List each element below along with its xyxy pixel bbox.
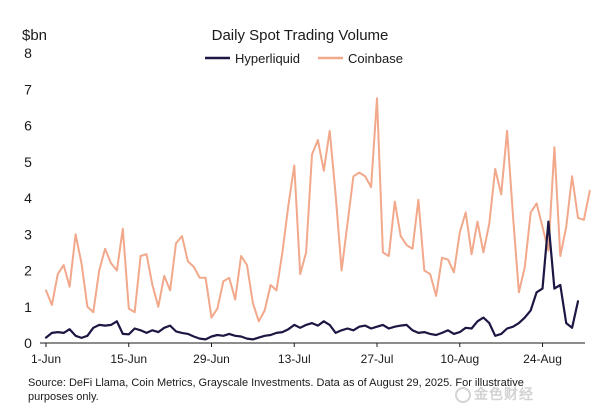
legend-label: Hyperliquid	[235, 51, 300, 66]
series-coinbase	[45, 97, 591, 323]
y-tick-label: 7	[24, 81, 32, 97]
x-tick-label: 27-Jul	[361, 352, 394, 366]
source-note: Source: DeFi Llama, Coin Metrics, Graysc…	[28, 377, 524, 403]
chart-title: Daily Spot Trading Volume	[212, 27, 389, 44]
watermark-logo-icon	[455, 387, 471, 403]
y-tick-label: 8	[24, 45, 32, 61]
y-tick-label: 1	[24, 299, 32, 315]
x-tick-label: 15-Jun	[110, 352, 147, 366]
y-tick-label: 3	[24, 226, 32, 242]
legend-label: Coinbase	[348, 51, 403, 66]
y-axis-label: $bn	[22, 27, 47, 44]
x-tick-label: 29-Jun	[193, 352, 230, 366]
watermark-text: 金色财经	[474, 386, 534, 402]
y-tick-label: 5	[24, 154, 32, 170]
y-tick-label: 6	[24, 118, 32, 134]
y-tick-label: 2	[24, 263, 32, 279]
x-tick-label: 1-Jun	[31, 352, 61, 366]
watermark: 金色财经	[455, 384, 534, 404]
y-tick-label: 0	[24, 335, 32, 351]
x-tick-label: 10-Aug	[440, 352, 479, 366]
y-tick-label: 4	[24, 190, 32, 206]
x-tick-label: 13-Jul	[278, 352, 311, 366]
series-hyperliquid	[44, 220, 580, 341]
x-tick-label: 24-Aug	[523, 352, 562, 366]
series-line-coinbase	[45, 97, 591, 323]
